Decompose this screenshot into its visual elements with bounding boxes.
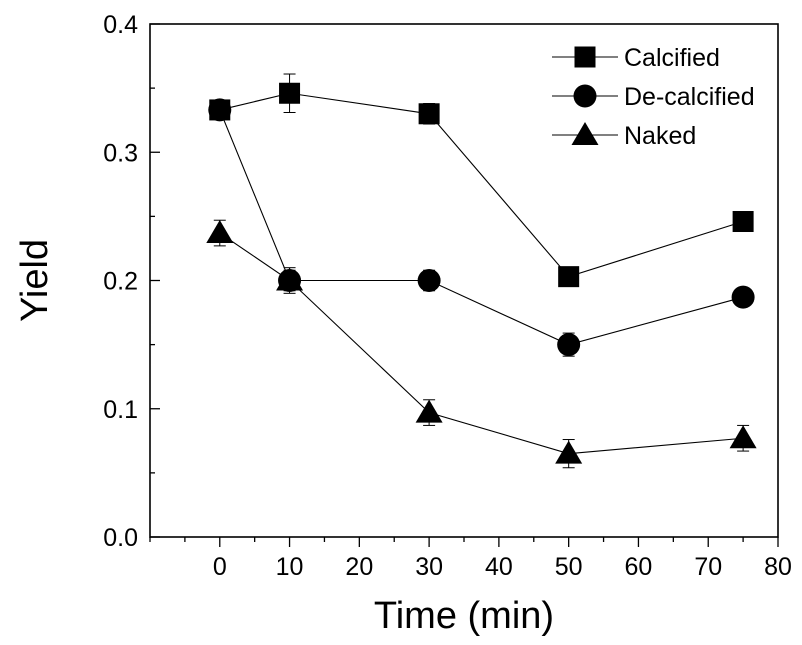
data-point-de-calcified — [417, 269, 441, 292]
y-tick-label: 0.3 — [103, 139, 138, 167]
x-tick-label: 10 — [276, 553, 304, 581]
legend-item-calcified: Calcified — [552, 44, 720, 72]
y-tick-label: 0.4 — [103, 11, 138, 39]
y-tick-label: 0.1 — [103, 396, 138, 424]
series-line-naked — [219, 232, 744, 455]
x-tick-label: 50 — [555, 553, 583, 581]
data-point-naked — [206, 220, 234, 244]
data-point-de-calcified — [557, 333, 581, 357]
data-point-calcified — [558, 266, 580, 288]
x-tick-label: 80 — [764, 553, 792, 581]
legend-label: Naked — [624, 122, 696, 150]
series-naked — [206, 219, 757, 469]
legend-item-de-calcified: De-calcified — [552, 83, 755, 111]
legend-item-naked: Naked — [552, 122, 696, 150]
series-line-calcified — [219, 92, 744, 278]
x-tick-label: 60 — [625, 553, 653, 581]
data-point-calcified — [279, 82, 301, 104]
x-axis: 0 10 20 30 40 50 60 70 80 — [149, 537, 792, 581]
y-axis: 0.0 0.1 0.2 0.3 0.4 — [103, 11, 160, 552]
series-layer — [206, 73, 757, 469]
x-tick-label: 20 — [345, 553, 373, 581]
data-point-naked — [555, 440, 583, 464]
y-tick-label: 0.0 — [103, 524, 138, 552]
data-point-calcified — [732, 211, 754, 233]
data-point-de-calcified — [208, 98, 232, 122]
x-tick-label: 70 — [694, 553, 722, 581]
data-point-naked — [729, 425, 757, 449]
data-point-naked — [415, 399, 443, 423]
x-tick-label: 0 — [213, 553, 227, 581]
legend-marker-naked — [571, 122, 599, 145]
y-tick-label: 0.2 — [103, 268, 138, 296]
x-axis-title: Time (min) — [374, 595, 554, 637]
legend: Calcified De-calcified Naked — [552, 44, 755, 150]
legend-label: Calcified — [624, 44, 720, 72]
data-point-de-calcified — [731, 285, 755, 309]
data-point-calcified — [418, 103, 440, 125]
x-tick-label: 30 — [415, 553, 443, 581]
x-tick-label: 40 — [485, 553, 513, 581]
legend-marker-calcified — [574, 46, 596, 68]
data-point-naked — [276, 267, 304, 291]
legend-label: De-calcified — [624, 83, 755, 111]
y-axis-title: Yield — [14, 239, 56, 322]
legend-marker-de-calcified — [573, 84, 597, 108]
